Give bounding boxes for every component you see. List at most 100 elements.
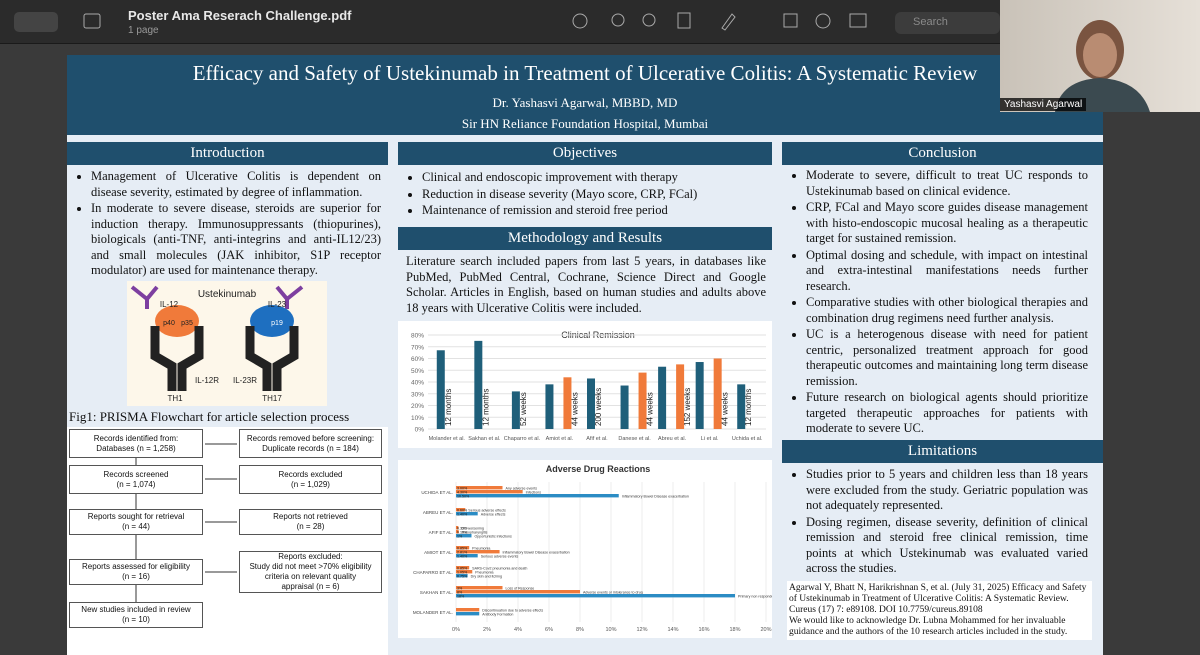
rotate-button[interactable] [783, 13, 798, 28]
zoom-in-button[interactable] [642, 13, 656, 27]
bar-label: 12 months [481, 389, 490, 426]
poster-title: Efficacy and Safety of Ustekinumab in Tr… [192, 61, 978, 85]
receptor-shape [245, 326, 299, 391]
chart-background [398, 460, 772, 638]
bar [511, 391, 520, 429]
x-tick-label: 0% [452, 627, 460, 633]
value-label: 1.40% [457, 554, 468, 558]
value-label: 1.40% [457, 512, 468, 516]
share-button[interactable] [677, 12, 691, 29]
bar-text: Inflammatory Bowel Disease exacerbation [503, 550, 570, 554]
bar-text: Serious adverse effects [468, 508, 506, 512]
bar [456, 526, 459, 530]
bar-text: Pneumonia [475, 570, 493, 574]
info-button[interactable] [572, 13, 588, 29]
figure-caption: Fig1: PRISMA Flowchart for article selec… [69, 409, 350, 424]
figure-label: Ustekinumab [198, 289, 257, 300]
bar [620, 385, 629, 429]
bar-text: Antibody Formation [482, 612, 513, 616]
x-tick-label: 12% [636, 627, 647, 633]
bullet: UC is a heterogenous disease with need f… [806, 327, 1088, 389]
x-tick-label: Abreu et al. [658, 436, 687, 442]
bar-label: 12 months [444, 389, 453, 426]
x-tick-label: 10% [605, 627, 616, 633]
flow-box: Records identified from: Databases (n = … [69, 429, 203, 458]
flow-box: Reports assessed for eligibility (n = 16… [69, 559, 203, 585]
flow-box: Records excluded (n = 1,029) [239, 465, 382, 494]
poster-affiliation: Sir HN Reliance Foundation Hospital, Mum… [461, 116, 709, 131]
section-heading: Limitations [782, 440, 1103, 463]
acknowledgement: We would like to acknowledge Dr. Lubna M… [789, 616, 1068, 637]
section-heading: Objectives [398, 142, 772, 165]
form-button[interactable] [849, 13, 867, 28]
value-label: 0.75% [457, 574, 468, 578]
prisma-flowchart: Records identified from: Databases (n = … [67, 427, 388, 655]
x-tick-label: 4% [514, 627, 522, 633]
reference-box: Agarwal Y, Bhatt N, Harikrishnan S, et a… [787, 581, 1092, 640]
bar-text: Opportunistic infections [475, 534, 513, 538]
y-tick-label: 40% [411, 380, 424, 387]
value-label: 1.05% [457, 570, 468, 574]
figure-label: TH1 [167, 394, 183, 403]
bar [456, 534, 472, 538]
bar [456, 594, 735, 598]
group-label: UCHIDA ET AL. [421, 490, 453, 495]
bullet: Dosing regimen, disease severity, defini… [806, 515, 1088, 577]
bar [456, 508, 466, 512]
x-tick-label: Li et al. [701, 436, 719, 442]
annotate-button[interactable] [815, 13, 831, 29]
chart-background [398, 321, 772, 448]
bar [456, 554, 478, 558]
methodology-text: Literature search included papers from l… [406, 254, 766, 315]
bullet: Future research on biological agents sho… [806, 390, 1088, 437]
poster: Efficacy and Safety of Ustekinumab in Tr… [67, 55, 1103, 655]
y-tick-label: 0% [415, 427, 425, 434]
document-subtitle: 1 page [128, 25, 159, 36]
bar-text: Adverse events or intolerance to drug [583, 590, 643, 594]
bar [456, 494, 619, 498]
bar [713, 358, 722, 429]
bar-text: Any adverse events [506, 486, 538, 490]
markup-button[interactable] [721, 13, 736, 31]
chart-title: Adverse Drug Reactions [546, 464, 651, 474]
bar [737, 384, 746, 429]
figure-label: IL-12 [160, 300, 179, 309]
bar-text: Infections [526, 490, 542, 494]
zoom-out-button[interactable] [611, 13, 625, 27]
bullet: In moderate to severe disease, steroids … [91, 201, 381, 279]
view-button[interactable] [83, 13, 101, 29]
bullet: Studies prior to 5 years and children le… [806, 467, 1088, 514]
mechanism-figure: Ustekinumab IL-12 IL-23 p40 p35 p19 IL-12R IL-2… [127, 281, 327, 406]
figure-label: p35 [181, 320, 193, 327]
flow-box: Reports excluded: Study did not meet >70… [239, 551, 382, 593]
bar-label: 52 weeks [519, 392, 528, 426]
reference: Agarwal Y, Bhatt N, Harikrishnan S, et a… [789, 583, 1087, 615]
poster-header: Efficacy and Safety of Ustekinumab in Tr… [67, 55, 1103, 135]
x-tick-label: Sakhan et al. [468, 436, 501, 442]
flow-arrows [135, 443, 237, 602]
bar [436, 350, 445, 429]
search-field[interactable]: Search [895, 12, 1000, 34]
x-tick-label: Afif et al. [586, 436, 608, 442]
bar-label: 200 weeks [594, 388, 603, 426]
group-label: ABREU ET AL. [423, 510, 453, 515]
sidebar-toggle[interactable] [14, 12, 58, 32]
bar-text: Discontinuation due to adverse effects [482, 608, 543, 612]
y-tick-label: 10% [411, 415, 424, 422]
bar [456, 612, 480, 616]
adverse-chart: Adverse Drug Reactions 0% 2% 4% 6% 8% 10% 12% 14… [398, 460, 772, 638]
y-tick-label: 20% [411, 403, 424, 410]
figure-label: p19 [271, 320, 283, 327]
value-label: 0.85% [457, 546, 468, 550]
bar [474, 340, 483, 429]
bullet: Maintenance of remission and steroid fre… [422, 203, 766, 219]
value-label: 18% [457, 594, 465, 598]
value-label: 8% [457, 590, 463, 594]
figure-label: IL-12R [195, 376, 219, 385]
bar-label: 44 weeks [570, 392, 579, 426]
x-tick-label: Uchida et al. [732, 436, 763, 442]
bar [456, 512, 478, 516]
flow-box: Reports sought for retrieval (n = 44) [69, 509, 203, 535]
bar-label: 152 weeks [683, 388, 692, 426]
y-tick-label: 50% [411, 368, 424, 375]
